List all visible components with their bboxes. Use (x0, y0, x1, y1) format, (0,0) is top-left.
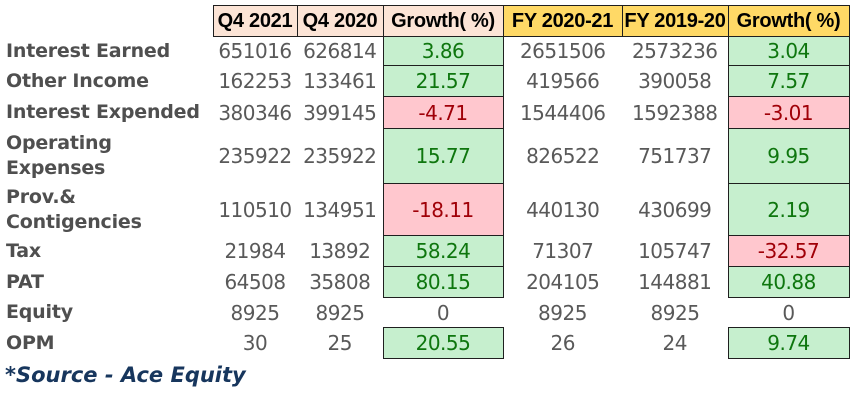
q4-2020-value: 13892 (309, 239, 371, 263)
q4-2021-value: 21984 (224, 239, 286, 263)
table-row: Interest Expended 380346 399145 -4.71 15… (2, 96, 850, 129)
fy-growth-value: -3.01 (727, 96, 850, 129)
financial-results-table: Q4 2021 Q4 2020 Growth( %) FY 2020-21 FY… (2, 5, 850, 359)
fy-growth-value: 9.74 (727, 327, 850, 359)
fy-growth-value: 40.88 (727, 266, 850, 298)
quarter-growth-value: 20.55 (382, 327, 504, 359)
quarter-growth-value: 80.15 (382, 266, 504, 298)
fy-2019-20-value: 2573236 (631, 39, 718, 64)
row-label: Interest Expended (6, 101, 200, 124)
q4-2020-value: 25 (327, 331, 353, 355)
fy-growth-value: 3.04 (727, 36, 850, 66)
header-fy-2020-21: FY 2020-21 (502, 5, 623, 37)
fy-2019-20-value: 390058 (638, 69, 712, 93)
row-label: Operating Expenses (6, 132, 112, 179)
table-row: Equity 8925 8925 0 8925 8925 0 (2, 298, 849, 328)
q4-2021-value: 235922 (218, 144, 292, 168)
table-row: Tax 21984 13892 58.24 71307 105747 -32.5… (2, 235, 850, 267)
table-row: Operating Expenses 235922 235922 15.77 8… (2, 128, 850, 184)
header-q4-2020: Q4 2020 (296, 5, 384, 37)
header-q4-2021: Q4 2021 (212, 5, 298, 37)
quarter-growth-value: 0 (436, 300, 450, 325)
fy-2020-21-value: 8925 (538, 300, 587, 325)
row-label: Interest Earned (6, 39, 171, 62)
fy-2020-21-value: 71307 (532, 239, 594, 263)
table-row: Other Income 162253 133461 21.57 419566 … (2, 65, 850, 97)
table-row: OPM 30 25 20.55 26 24 9.74 (2, 327, 850, 359)
table-row: PAT 64508 35808 80.15 204105 144881 40.8… (2, 266, 850, 298)
q4-2021-value: 110510 (218, 197, 292, 222)
table-row: Prov.& Contigencies 110510 134951 -18.11… (2, 183, 850, 236)
fy-growth-value: 9.95 (727, 128, 850, 184)
quarter-growth-value: 21.57 (382, 65, 504, 97)
header-row: Q4 2021 Q4 2020 Growth( %) FY 2020-21 FY… (2, 5, 850, 37)
q4-2020-value: 8925 (315, 300, 365, 325)
q4-2020-value: 133461 (303, 69, 377, 93)
fy-2020-21-value: 826522 (526, 144, 600, 168)
header-growth-quarter: Growth( %) (382, 5, 504, 37)
q4-2020-value: 399145 (303, 100, 377, 125)
fy-2019-20-value: 24 (662, 331, 688, 355)
quarter-growth-value: 58.24 (382, 235, 504, 267)
fy-growth-value: 2.19 (727, 183, 850, 236)
fy-2019-20-value: 751737 (638, 144, 712, 168)
fy-growth-value: -32.57 (727, 235, 850, 267)
quarter-growth-value: -18.11 (382, 183, 504, 236)
fy-2020-21-value: 1544406 (519, 100, 606, 125)
q4-2020-value: 35808 (309, 270, 371, 294)
quarter-growth-value: 3.86 (382, 36, 504, 66)
q4-2021-value: 30 (242, 331, 268, 355)
fy-2020-21-value: 419566 (526, 69, 600, 93)
quarter-growth-value: 15.77 (382, 128, 504, 184)
row-label: Other Income (6, 69, 149, 92)
quarter-growth-value: -4.71 (382, 96, 504, 129)
header-fy-2019-20: FY 2019-20 (621, 5, 729, 37)
q4-2021-value: 64508 (224, 270, 286, 294)
fy-2020-21-value: 2651506 (519, 39, 606, 64)
fy-2020-21-value: 204105 (526, 270, 600, 294)
fy-2019-20-value: 430699 (638, 197, 712, 222)
fy-2019-20-value: 144881 (638, 270, 712, 294)
row-label: Equity (6, 301, 73, 324)
fy-growth-value: 0 (782, 300, 795, 325)
q4-2021-value: 380346 (218, 100, 292, 125)
table-row: Interest Earned 651016 626814 3.86 26515… (2, 36, 850, 66)
q4-2020-value: 134951 (303, 197, 377, 222)
q4-2021-value: 651016 (218, 39, 292, 64)
q4-2020-value: 626814 (303, 39, 377, 64)
fy-2019-20-value: 105747 (638, 239, 712, 263)
q4-2021-value: 162253 (218, 69, 292, 93)
row-label: Tax (6, 239, 41, 262)
q4-2021-value: 8925 (230, 300, 280, 325)
fy-2020-21-value: 440130 (526, 197, 600, 222)
row-label: PAT (6, 270, 44, 293)
corner-cell (2, 6, 213, 37)
q4-2020-value: 235922 (303, 144, 377, 168)
fy-2020-21-value: 26 (550, 331, 576, 355)
header-growth-fy: Growth( %) (727, 5, 850, 37)
fy-2019-20-value: 8925 (650, 300, 700, 325)
fy-2019-20-value: 1592388 (631, 100, 718, 125)
fy-growth-value: 7.57 (727, 65, 850, 97)
source-note: *Source - Ace Equity (5, 363, 246, 387)
row-label: Prov.& Contigencies (6, 185, 142, 233)
row-label: OPM (6, 331, 55, 354)
